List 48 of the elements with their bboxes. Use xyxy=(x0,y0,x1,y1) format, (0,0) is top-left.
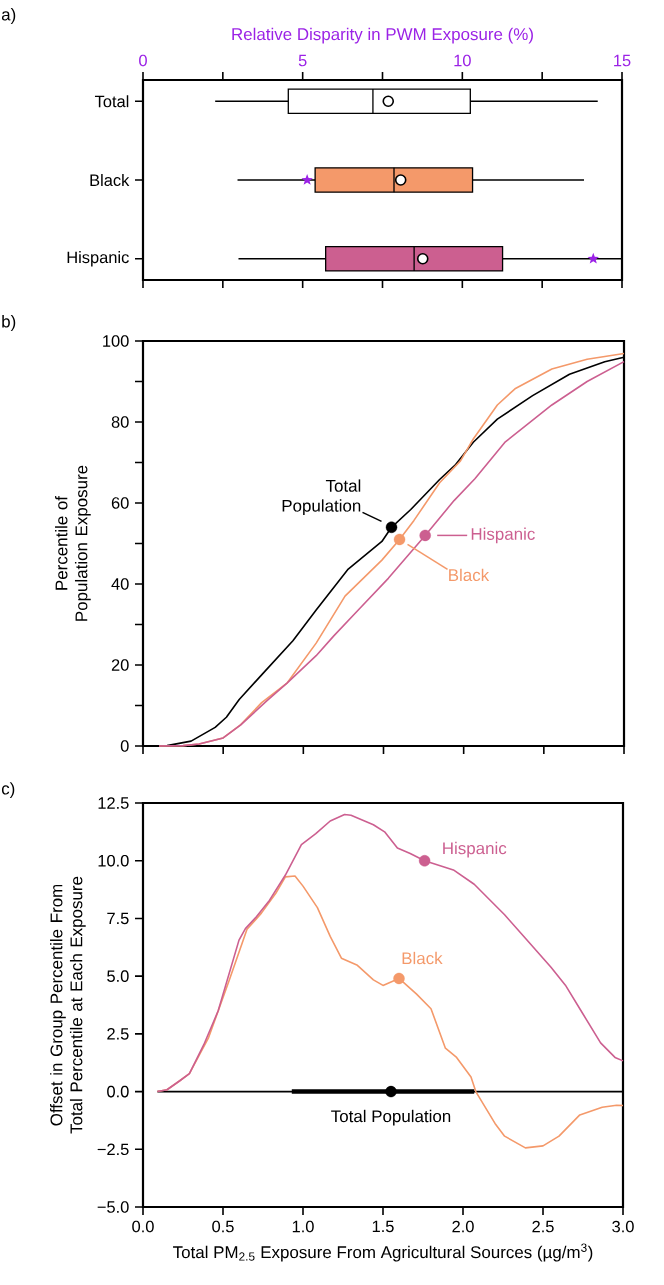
point xyxy=(385,1085,397,1098)
y-tick-label: 10.0 xyxy=(98,854,129,867)
x-tick-label: 0.5 xyxy=(212,1220,234,1233)
text: Black xyxy=(449,568,490,582)
x-tick-label: 0 xyxy=(139,54,147,67)
text: a) xyxy=(1,8,16,24)
y-axis-title: Percentile of Population Exposure xyxy=(55,465,91,621)
point xyxy=(385,521,398,534)
y-tick-label: 80 xyxy=(111,416,129,428)
y-tick-label: 5.0 xyxy=(107,970,129,982)
y-tick-label: 12.5 xyxy=(98,797,129,809)
x-tick-label: 10 xyxy=(454,54,471,67)
x-tick-label: 5 xyxy=(298,54,307,67)
x-tick-label: 15 xyxy=(614,54,631,67)
x-tick-label: 2.0 xyxy=(452,1220,474,1233)
point xyxy=(393,972,405,985)
y-axis-title: Offset in Group Percentile From Total Percentile at Each Exposure xyxy=(50,876,86,1134)
legend-label: Hispanic xyxy=(471,527,535,544)
y-tick-label: 60 xyxy=(111,497,129,509)
x-tick-label: 1.5 xyxy=(372,1220,394,1233)
x-tick-label: 0.0 xyxy=(132,1220,154,1233)
series-label: Hispanic xyxy=(443,841,507,858)
y-tick-label: 7.5 xyxy=(107,912,129,925)
text: c) xyxy=(1,782,15,798)
y-tick-label: 0 xyxy=(120,740,129,752)
line-series xyxy=(156,813,624,1093)
x-tick-label: 2.5 xyxy=(532,1220,554,1233)
y-tick-label: 0.0 xyxy=(107,1085,129,1098)
y-tick-label: 20 xyxy=(111,659,129,671)
x-tick-label: 1.0 xyxy=(292,1220,314,1233)
y-tick-label: 2.5 xyxy=(107,1028,129,1040)
y-tick-label: 40 xyxy=(111,578,129,590)
y-tick-label: Hispanic xyxy=(67,251,129,267)
x-tick-label: 3.0 xyxy=(612,1220,634,1233)
series-label: Total Population xyxy=(282,479,361,516)
y-tick-label: −2.5 xyxy=(97,1143,129,1156)
point xyxy=(393,533,406,546)
point xyxy=(419,529,431,542)
y-tick-label: 100 xyxy=(103,335,129,347)
series-label: Total Population xyxy=(331,1109,451,1126)
text: b) xyxy=(2,315,16,331)
x-axis-title: Relative Disparity in PWM Exposure (%) xyxy=(232,27,533,44)
y-tick-label: Black xyxy=(90,173,130,187)
x-axis-title: Total PM$_{2.5}$ Exposure From Agricultural Sources (µg/m$^{3}$) xyxy=(173,1243,593,1262)
y-tick-label: −5.0 xyxy=(97,1201,129,1213)
point xyxy=(418,855,431,867)
series-label: Black xyxy=(402,951,443,965)
y-tick-label: Total xyxy=(94,95,129,108)
